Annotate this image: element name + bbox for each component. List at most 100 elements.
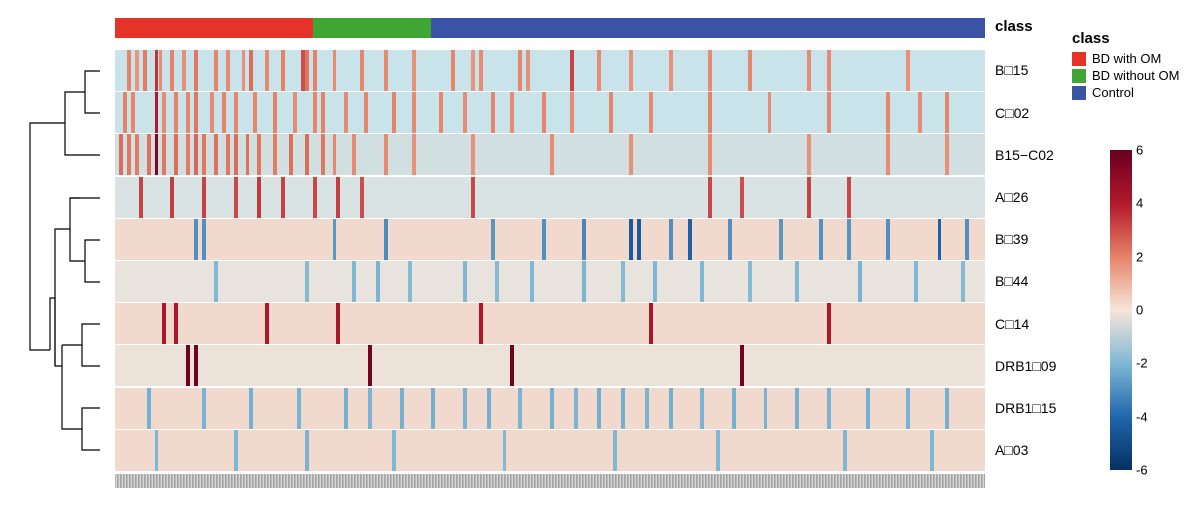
heatmap-cell (748, 261, 752, 302)
heatmap-cell (732, 388, 736, 429)
heatmap-cell (827, 50, 831, 91)
heatmap-cell (700, 261, 704, 302)
heatmap-cell (669, 50, 673, 91)
row-label: B□44 (995, 273, 1028, 289)
class-segment (115, 18, 313, 38)
heatmap-cell (321, 92, 325, 133)
heatmap-cell (273, 92, 277, 133)
heatmap-cell (530, 261, 534, 302)
legend-title: class (1072, 30, 1179, 47)
heatmap-cell (194, 92, 198, 133)
heatmap-cell (649, 303, 653, 344)
legend-swatch (1072, 52, 1086, 66)
heatmap-cell (491, 219, 495, 260)
heatmap-cell (384, 219, 388, 260)
heatmap-cell (360, 50, 364, 91)
heatmap-cell (155, 430, 159, 471)
heatmap-cell (526, 50, 530, 91)
heatmap-cell (147, 388, 151, 429)
heatmap-cell (305, 134, 309, 175)
heatmap-cell (119, 134, 123, 175)
heatmap-cell (159, 50, 163, 91)
heatmap-cell (226, 134, 230, 175)
heatmap-cell (510, 92, 514, 133)
heatmap-cell (313, 92, 317, 133)
class-annotation-bar (115, 18, 985, 38)
row-dendrogram (10, 50, 110, 472)
heatmap-row (115, 177, 985, 218)
heatmap-cell (471, 50, 475, 91)
heatmap-cell (202, 177, 206, 218)
heatmap-cell (807, 177, 811, 218)
heatmap-row (115, 50, 985, 91)
heatmap-cell (779, 219, 783, 260)
heatmap-cell (906, 50, 910, 91)
heatmap-cell (463, 92, 467, 133)
heatmap-cell (352, 261, 356, 302)
colorbar-gradient (1110, 150, 1132, 470)
heatmap-cell (886, 92, 890, 133)
heatmap-cell (945, 92, 949, 133)
heatmap-cell (384, 134, 388, 175)
heatmap-cell (518, 388, 522, 429)
heatmap-cell (162, 134, 166, 175)
heatmap-cell (392, 430, 396, 471)
heatmap-cell (281, 50, 285, 91)
heatmap-cell (479, 303, 483, 344)
row-labels-container: B□15C□02B15−C02A□26B□39B□44C□14DRB1□09DR… (995, 50, 1085, 472)
heatmap-cell (918, 92, 922, 133)
heatmap-cell (289, 134, 293, 175)
heatmap-cell (669, 388, 673, 429)
heatmap-cell (700, 388, 704, 429)
heatmap-cell (186, 134, 190, 175)
heatmap-cell (155, 134, 159, 175)
heatmap-cell (344, 92, 348, 133)
heatmap-cell (313, 50, 317, 91)
heatmap-cell (182, 50, 186, 91)
heatmap-cell (914, 261, 918, 302)
heatmap-cell (582, 219, 586, 260)
colorbar-tick: 4 (1136, 196, 1143, 211)
legend-item: BD without OM (1072, 68, 1179, 83)
heatmap-row (115, 388, 985, 429)
heatmap-cell (768, 92, 772, 133)
heatmap-row (115, 92, 985, 133)
heatmap-cell (669, 219, 673, 260)
heatmap-cell (843, 430, 847, 471)
heatmap-cell (451, 50, 455, 91)
heatmap-cell (649, 92, 653, 133)
heatmap-cell (368, 388, 372, 429)
heatmap-cell (795, 388, 799, 429)
heatmap-cell (174, 303, 178, 344)
heatmap-cell (162, 303, 166, 344)
colorbar-tick: -4 (1136, 409, 1148, 424)
heatmap-cell (412, 50, 416, 91)
heatmap-cell (265, 303, 269, 344)
heatmap-cell (246, 134, 250, 175)
heatmap-cell (131, 92, 135, 133)
legend-label: BD without OM (1092, 68, 1179, 83)
heatmap-cell (653, 261, 657, 302)
heatmap-cell (764, 388, 768, 429)
heatmap-cell (174, 134, 178, 175)
heatmap-cell (186, 345, 190, 386)
heatmap-cell (202, 219, 206, 260)
heatmap-row (115, 430, 985, 471)
heatmap-cell (313, 177, 317, 218)
heatmap-cell (613, 430, 617, 471)
heatmap-cell (249, 50, 253, 91)
heatmap-cell (866, 388, 870, 429)
heatmap-cell (827, 303, 831, 344)
legend-swatch (1072, 86, 1086, 100)
heatmap-cell (360, 177, 364, 218)
heatmap-cell (234, 134, 238, 175)
heatmap-cell (222, 92, 226, 133)
heatmap-cell (155, 92, 159, 133)
heatmap-cell (609, 92, 613, 133)
heatmap-cell (463, 388, 467, 429)
heatmap-cell (748, 50, 752, 91)
heatmap-cell (344, 388, 348, 429)
row-label: B□39 (995, 231, 1028, 247)
class-bar-label: class (995, 18, 1033, 35)
heatmap-cell (186, 92, 190, 133)
